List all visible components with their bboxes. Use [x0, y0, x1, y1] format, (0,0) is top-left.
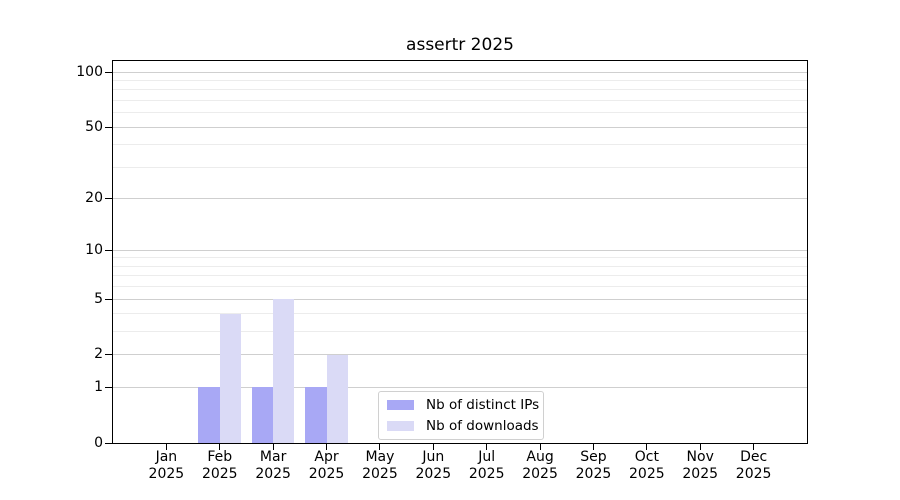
gridline-minor: [113, 99, 807, 101]
gridline-minor: [113, 275, 807, 277]
x-axis-tick-label: Nov 2025: [682, 449, 719, 482]
x-axis-tick-label: Apr 2025: [308, 449, 345, 482]
bar-nb-of-downloads-feb: [219, 313, 242, 443]
gridline-minor: [113, 286, 807, 288]
gridline-minor: [113, 257, 807, 259]
x-tick-mark: [379, 444, 381, 450]
bar-nb-of-downloads-mar: [273, 299, 295, 443]
distinct-ips-swatch-icon: [387, 400, 414, 410]
gridline-major: [113, 249, 807, 251]
x-axis-tick-label: Oct 2025: [629, 449, 665, 482]
y-tick-mark: [105, 354, 112, 356]
y-tick-mark: [105, 386, 112, 388]
bar-nb-of-distinct-ips-feb: [198, 387, 220, 443]
gridline-major: [113, 354, 807, 356]
y-axis-tick-label: 100: [76, 63, 103, 80]
bar-nb-of-downloads-apr: [326, 354, 348, 443]
gridline-minor: [113, 265, 807, 267]
gridline-major: [113, 298, 807, 300]
gridline-major: [113, 71, 807, 73]
gridline-minor: [113, 166, 807, 168]
legend-row-downloads: Nb of downloads: [387, 418, 539, 434]
y-axis-tick-label: 5: [94, 290, 103, 307]
gridline-major: [113, 197, 807, 199]
y-axis-tick-label: 10: [85, 241, 103, 258]
x-tick-mark: [699, 444, 701, 450]
y-axis-tick-label: 50: [85, 118, 103, 135]
x-tick-mark: [646, 444, 648, 450]
y-tick-mark: [105, 197, 112, 199]
x-axis-tick-label: Sep 2025: [575, 449, 612, 482]
x-axis-tick-label: Feb 2025: [201, 449, 238, 482]
legend-row-distinct-ips: Nb of distinct IPs: [387, 397, 539, 413]
y-axis-tick-label: 2: [94, 346, 103, 363]
x-tick-mark: [165, 444, 167, 450]
gridline-minor: [113, 89, 807, 91]
x-axis-tick-label: Aug 2025: [522, 449, 558, 482]
y-tick-mark: [105, 442, 112, 444]
legend-label-distinct-ips: Nb of distinct IPs: [426, 397, 540, 413]
gridline-minor: [113, 80, 807, 81]
x-tick-mark: [432, 444, 434, 450]
x-tick-mark: [486, 444, 488, 450]
downloads-swatch-icon: [387, 421, 414, 431]
y-tick-mark: [105, 126, 112, 128]
x-axis-tick-label: Mar 2025: [255, 449, 291, 482]
x-axis-tick-label: Jan 2025: [148, 449, 185, 482]
plot-area: [112, 60, 808, 444]
y-axis-tick-label: 1: [94, 378, 103, 395]
x-tick-mark: [592, 444, 594, 450]
x-tick-mark: [539, 444, 541, 450]
x-tick-mark: [326, 444, 328, 450]
x-tick-mark: [272, 444, 274, 450]
y-tick-mark: [105, 71, 112, 73]
x-axis-tick-label: Jul 2025: [468, 449, 505, 482]
y-axis-tick-label: 20: [85, 189, 103, 206]
y-tick-mark: [105, 249, 112, 251]
legend: Nb of distinct IPs Nb of downloads: [378, 391, 544, 440]
y-tick-mark: [105, 298, 112, 300]
x-axis-tick-label: Dec 2025: [735, 449, 772, 482]
bar-nb-of-distinct-ips-apr: [305, 387, 327, 443]
x-axis-tick-label: May 2025: [362, 449, 398, 482]
legend-label-downloads: Nb of downloads: [426, 418, 539, 434]
gridline-minor: [113, 313, 807, 315]
x-tick-mark: [219, 444, 221, 450]
y-axis-tick-label: 0: [94, 434, 103, 451]
gridline-major: [113, 386, 807, 388]
chart-title: assertr 2025: [406, 35, 514, 55]
gridline-minor: [113, 144, 807, 146]
gridline-minor: [113, 112, 807, 114]
gridline-minor: [113, 331, 807, 333]
bar-nb-of-distinct-ips-mar: [251, 387, 274, 443]
x-axis-tick-label: Jun 2025: [415, 449, 452, 482]
x-tick-mark: [753, 444, 755, 450]
gridline-major: [113, 126, 807, 128]
